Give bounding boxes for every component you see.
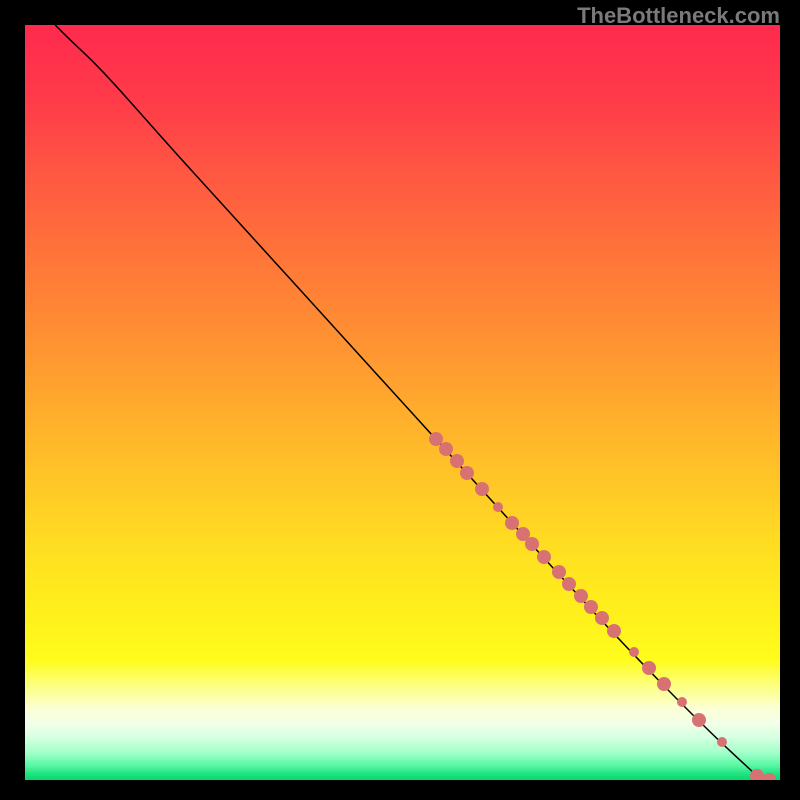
data-marker — [562, 577, 576, 591]
data-marker — [717, 737, 727, 747]
data-marker — [607, 624, 621, 638]
data-marker — [439, 442, 453, 456]
data-marker — [552, 565, 566, 579]
data-marker — [595, 611, 609, 625]
data-marker — [493, 502, 503, 512]
data-marker — [450, 454, 464, 468]
data-marker — [460, 466, 474, 480]
markers-layer — [25, 25, 780, 780]
data-marker — [677, 697, 687, 707]
data-marker — [525, 537, 539, 551]
data-marker — [505, 516, 519, 530]
data-marker — [537, 550, 551, 564]
chart-stage: TheBottleneck.com — [0, 0, 800, 800]
data-marker — [574, 589, 588, 603]
data-marker — [642, 661, 656, 675]
data-marker — [475, 482, 489, 496]
data-marker — [762, 773, 776, 780]
plot-area — [25, 25, 780, 780]
data-marker — [657, 677, 671, 691]
data-marker — [584, 600, 598, 614]
data-marker — [692, 713, 706, 727]
data-marker — [629, 647, 639, 657]
